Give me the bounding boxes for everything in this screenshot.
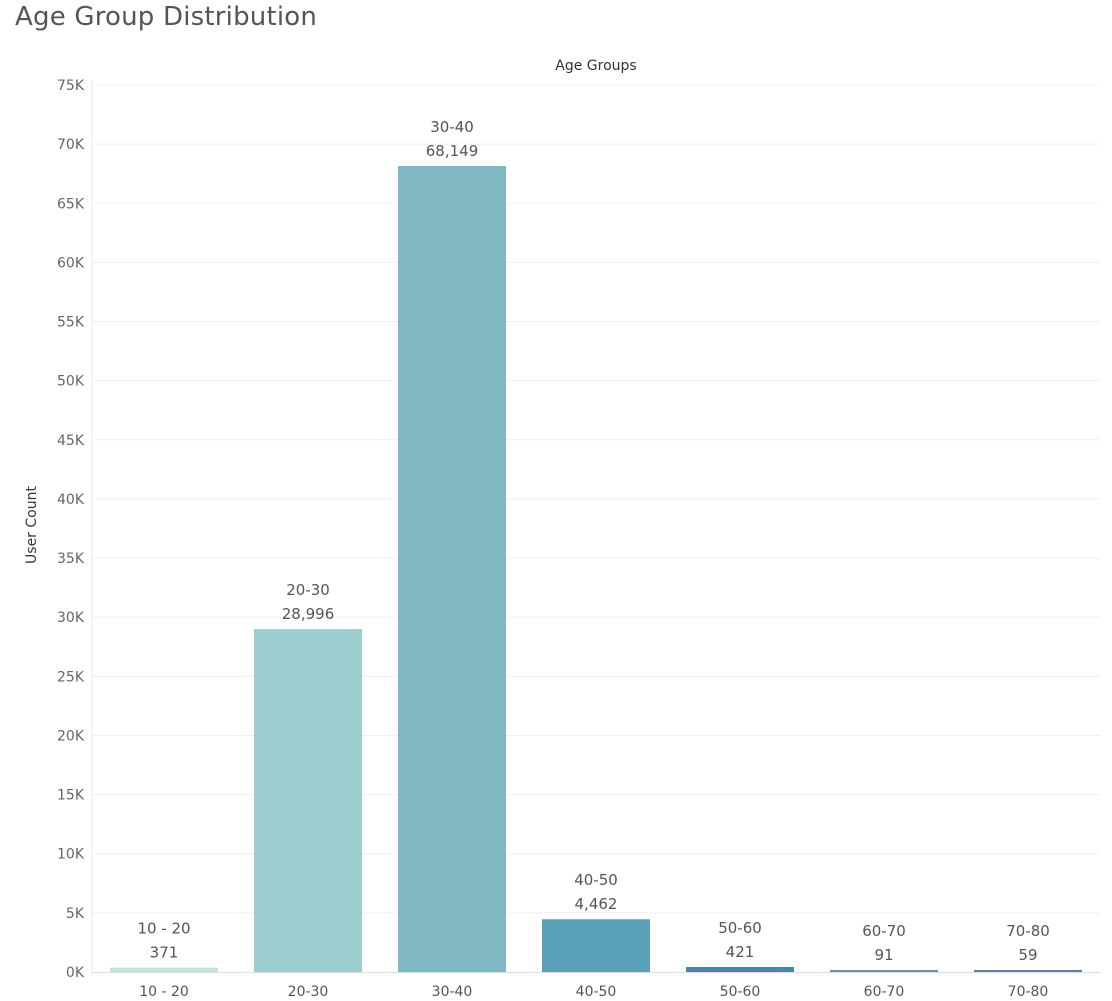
bar-value-label: 28,996	[282, 605, 335, 623]
bar-6[interactable]	[974, 970, 1082, 972]
y-tick-label: 25K	[57, 669, 85, 685]
y-tick-label: 45K	[57, 433, 85, 449]
x-axis-ticks: 10 - 20 20-30 30-40 40-50 50-60 60-70 70-80	[139, 984, 1048, 1000]
bar-2[interactable]	[398, 166, 506, 973]
x-tick-label: 60-70	[864, 984, 905, 1000]
y-tick-label: 50K	[57, 374, 85, 390]
bar-3[interactable]	[542, 919, 650, 972]
y-tick-label: 15K	[57, 788, 85, 804]
data-labels: 10 - 20 371 20-30 28,996 30-40 68,149 40-50 4,4…	[137, 118, 1049, 964]
chart-title: Age Group Distribution	[15, 2, 318, 32]
x-tick-label: 40-50	[576, 984, 617, 1000]
bar-value-label: 4,462	[575, 895, 618, 913]
y-tick-label: 20K	[57, 728, 85, 744]
bar-4[interactable]	[686, 967, 794, 972]
x-tick-label: 20-30	[288, 984, 329, 1000]
y-tick-label: 35K	[57, 551, 85, 567]
x-tick-label: 10 - 20	[139, 984, 189, 1000]
bar-value-label: 59	[1018, 946, 1037, 964]
bar-category-label: 50-60	[718, 919, 762, 937]
bars	[110, 166, 1082, 973]
bar-category-label: 10 - 20	[137, 920, 190, 938]
y-tick-label: 70K	[57, 137, 85, 153]
axes	[91, 80, 1100, 976]
y-tick-label: 30K	[57, 610, 85, 626]
y-tick-label: 55K	[57, 315, 85, 331]
y-tick-label: 5K	[66, 906, 85, 922]
x-tick-label: 30-40	[432, 984, 473, 1000]
bar-category-label: 60-70	[862, 922, 906, 940]
y-tick-label: 10K	[57, 847, 85, 863]
y-tick-label: 65K	[57, 196, 85, 212]
bar-value-label: 371	[150, 944, 179, 962]
bar-5[interactable]	[830, 970, 938, 972]
bar-0[interactable]	[110, 967, 218, 972]
y-axis-ticks: 0K 5K 10K 15K 20K 25K 30K 35K 40K 45K 50K 55K 60K 65K…	[57, 78, 85, 981]
x-tick-label: 50-60	[720, 984, 761, 1000]
y-tick-label: 60K	[57, 255, 85, 271]
bar-category-label: 70-80	[1006, 922, 1050, 940]
y-tick-label: 0K	[66, 965, 85, 981]
y-axis-title: User Count	[24, 486, 40, 564]
x-tick-label: 70-80	[1008, 984, 1049, 1000]
y-tick-label: 40K	[57, 492, 85, 508]
bar-value-label: 421	[726, 943, 755, 961]
bar-category-label: 20-30	[286, 581, 330, 599]
y-tick-label: 75K	[57, 78, 85, 94]
bar-value-label: 68,149	[426, 142, 479, 160]
bar-value-label: 91	[874, 946, 893, 964]
bar-1[interactable]	[254, 629, 362, 972]
x-axis-title: Age Groups	[555, 58, 636, 74]
gridlines	[92, 84, 1100, 914]
bar-category-label: 30-40	[430, 118, 474, 136]
bar-category-label: 40-50	[574, 871, 618, 889]
